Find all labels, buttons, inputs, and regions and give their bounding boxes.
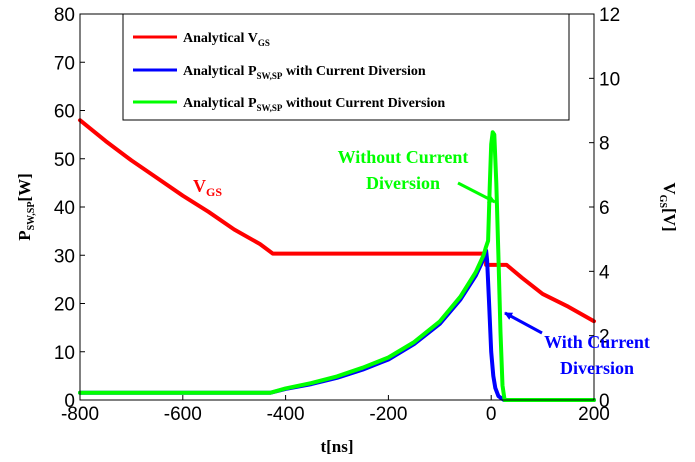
series-lines bbox=[78, 118, 596, 402]
annotation-with-arrow bbox=[504, 311, 543, 335]
y-axis-right-label: VGS[V] bbox=[657, 182, 679, 231]
y-right-tick-label: 2 bbox=[599, 327, 610, 348]
y-left-tick-label: 60 bbox=[54, 102, 75, 123]
series-line-p_without bbox=[78, 130, 596, 402]
y-left-tick-label: 10 bbox=[54, 343, 75, 364]
annotation-vgs: VGS bbox=[193, 176, 222, 199]
y-left-tick-label: 30 bbox=[54, 246, 75, 267]
y-right-tick-label: 8 bbox=[599, 134, 610, 155]
y-axis-left-label: PSW,SP[W] bbox=[15, 173, 37, 241]
y-right-tick-label: 6 bbox=[599, 198, 610, 219]
y-left-tick-label: 70 bbox=[54, 53, 75, 74]
y-right-tick-label: 4 bbox=[599, 262, 610, 283]
y-left-tick-label: 80 bbox=[54, 5, 75, 26]
annotation-without-arrow bbox=[457, 181, 496, 204]
legend-entry-vgs: Analytical VGS bbox=[183, 31, 270, 48]
annotation-without-line2: Diversion bbox=[366, 173, 440, 193]
annotation-with: With Current Diversion bbox=[504, 311, 650, 378]
annotation-without: Without Current Diversion bbox=[338, 147, 496, 204]
series-line-vgs bbox=[78, 118, 596, 324]
legend-box bbox=[122, 13, 570, 121]
y-left-tick-label: 40 bbox=[54, 198, 75, 219]
x-tick-label: -600 bbox=[164, 404, 202, 425]
y-right-tick-label: 12 bbox=[599, 5, 620, 26]
y-left-tick-label: 20 bbox=[54, 295, 75, 316]
legend-entry-with: Analytical PSW,SP with Current Diversion bbox=[183, 64, 426, 81]
annotation-with-line1: With Current bbox=[544, 332, 650, 352]
x-tick-label: 200 bbox=[578, 404, 610, 425]
annotation-without-line1: Without Current bbox=[338, 147, 469, 167]
y-left-tick-label: 0 bbox=[64, 391, 75, 412]
x-tick-label: 0 bbox=[486, 404, 497, 425]
y-right-tick-label: 0 bbox=[599, 391, 610, 412]
legend: Analytical VGS Analytical PSW,SP with Cu… bbox=[122, 13, 570, 121]
x-tick-label: -200 bbox=[369, 404, 407, 425]
ticks: -800 -600 -400 -200 0 20001020304050607080024… bbox=[54, 5, 620, 425]
annotation-with-line2: Diversion bbox=[560, 358, 634, 378]
y-right-tick-label: 10 bbox=[599, 69, 620, 90]
legend-entry-without: Analytical PSW,SP without Current Divers… bbox=[183, 96, 445, 113]
y-left-tick-label: 50 bbox=[54, 150, 75, 171]
x-tick-label: -400 bbox=[267, 404, 305, 425]
x-tick-label: -800 bbox=[61, 404, 99, 425]
x-axis-label: t[ns] bbox=[320, 437, 353, 456]
